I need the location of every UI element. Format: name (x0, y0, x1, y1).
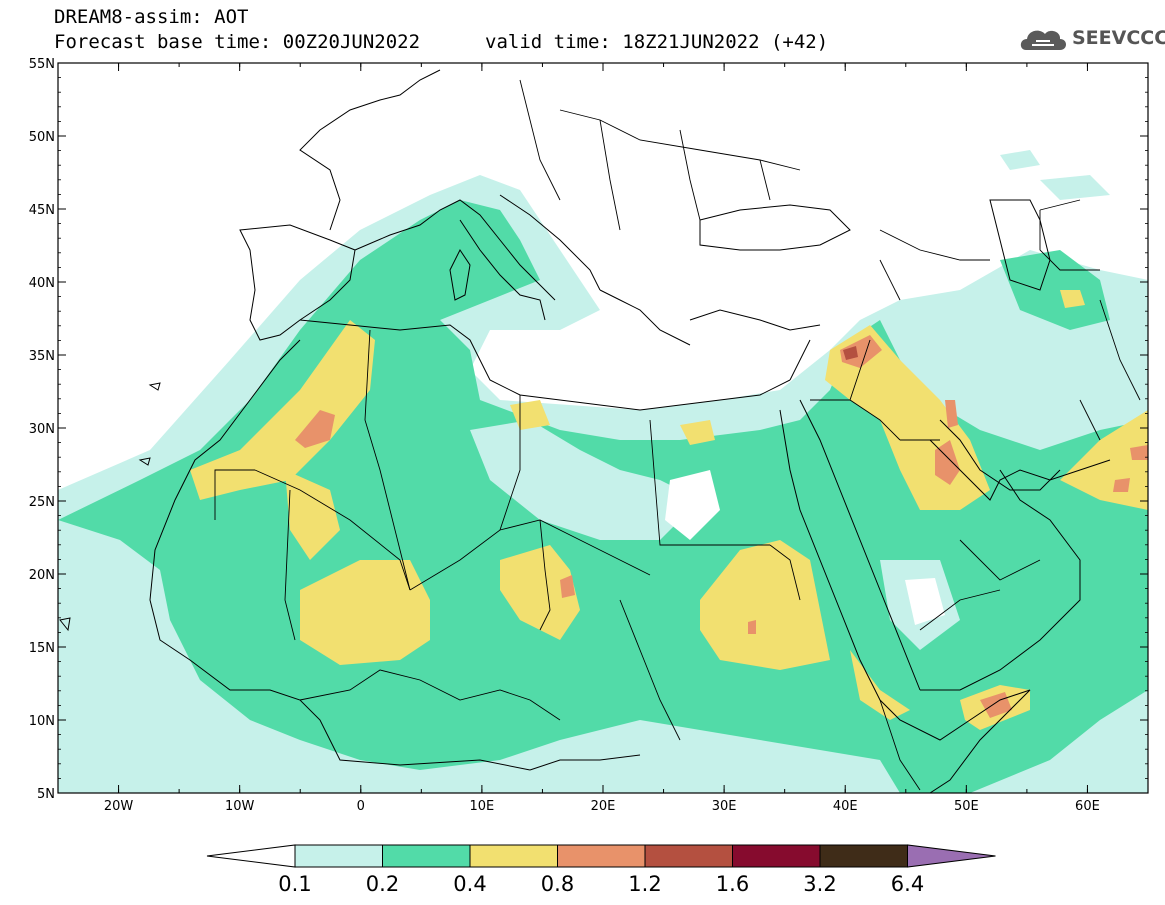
coastlines (59, 69, 1111, 793)
latitude-axis: 55N 50N 45N 40N 35N 30N 25N 20N 15N 10N 5N (29, 57, 1148, 802)
colorbar-box (819, 844, 908, 868)
colorbar-label: 6.4 (890, 872, 925, 896)
lon-tick-label: 20E (591, 799, 616, 814)
lat-tick-label: 50N (29, 130, 55, 145)
lon-tick-label: 50E (954, 799, 979, 814)
cloud-logo-icon (1020, 30, 1066, 50)
colorbar-box (469, 844, 558, 868)
lat-tick-label: 15N (29, 641, 55, 656)
aot-field-1.2 (843, 346, 858, 360)
lat-tick-label: 10N (29, 714, 55, 729)
lat-tick-label: 30N (29, 422, 55, 437)
lon-tick-label: 10W (225, 799, 255, 814)
valid-time: valid time: 18Z21JUN2022 (+42) (485, 31, 829, 53)
colorbar-label: 1.6 (715, 872, 750, 896)
colorbar-box (732, 844, 821, 868)
forecast-base-time: Forecast base time: 00Z20JUN2022 (54, 31, 421, 53)
colorbar-box (382, 844, 471, 868)
lon-tick-label: 30E (712, 799, 737, 814)
lat-tick-label: 45N (29, 203, 55, 218)
lat-tick-label: 25N (29, 495, 55, 510)
colorbar-label: 3.2 (803, 872, 837, 896)
aot-fields (58, 63, 1148, 793)
lon-tick-label: 40E (833, 799, 858, 814)
borders (214, 79, 1141, 791)
lat-tick-label: 40N (29, 276, 55, 291)
logo-text: SEEVCCC (1072, 27, 1165, 49)
lon-tick-label: 20W (104, 799, 134, 814)
colorbar-label: 0.4 (453, 872, 487, 896)
colorbar-box (644, 844, 733, 868)
colorbar-over-arrow (907, 844, 996, 868)
colorbar-label: 1.2 (628, 872, 662, 896)
colorbar-under-arrow (206, 844, 296, 868)
lon-tick-label: 60E (1075, 799, 1100, 814)
colorbar-box (557, 844, 646, 868)
colorbar (206, 844, 996, 868)
colorbar-label: 0.8 (540, 872, 575, 896)
longitude-axis: 20W 10W 0 10E 20E 30E 40E 50E 60E (57, 63, 1149, 814)
aot-field-clear (665, 470, 945, 625)
lat-tick-label: 55N (29, 57, 55, 72)
lat-tick-label: 20N (29, 568, 55, 583)
lon-tick-label: 10E (470, 799, 495, 814)
lon-tick-label: 0 (357, 799, 365, 814)
lat-tick-label: 35N (29, 349, 55, 364)
map-title: DREAM8-assim: AOT (54, 6, 249, 28)
colorbar-label: 0.2 (365, 872, 400, 896)
colorbar-label: 0.1 (278, 872, 312, 896)
colorbar-box (294, 844, 383, 868)
lat-tick-label: 5N (37, 787, 55, 802)
